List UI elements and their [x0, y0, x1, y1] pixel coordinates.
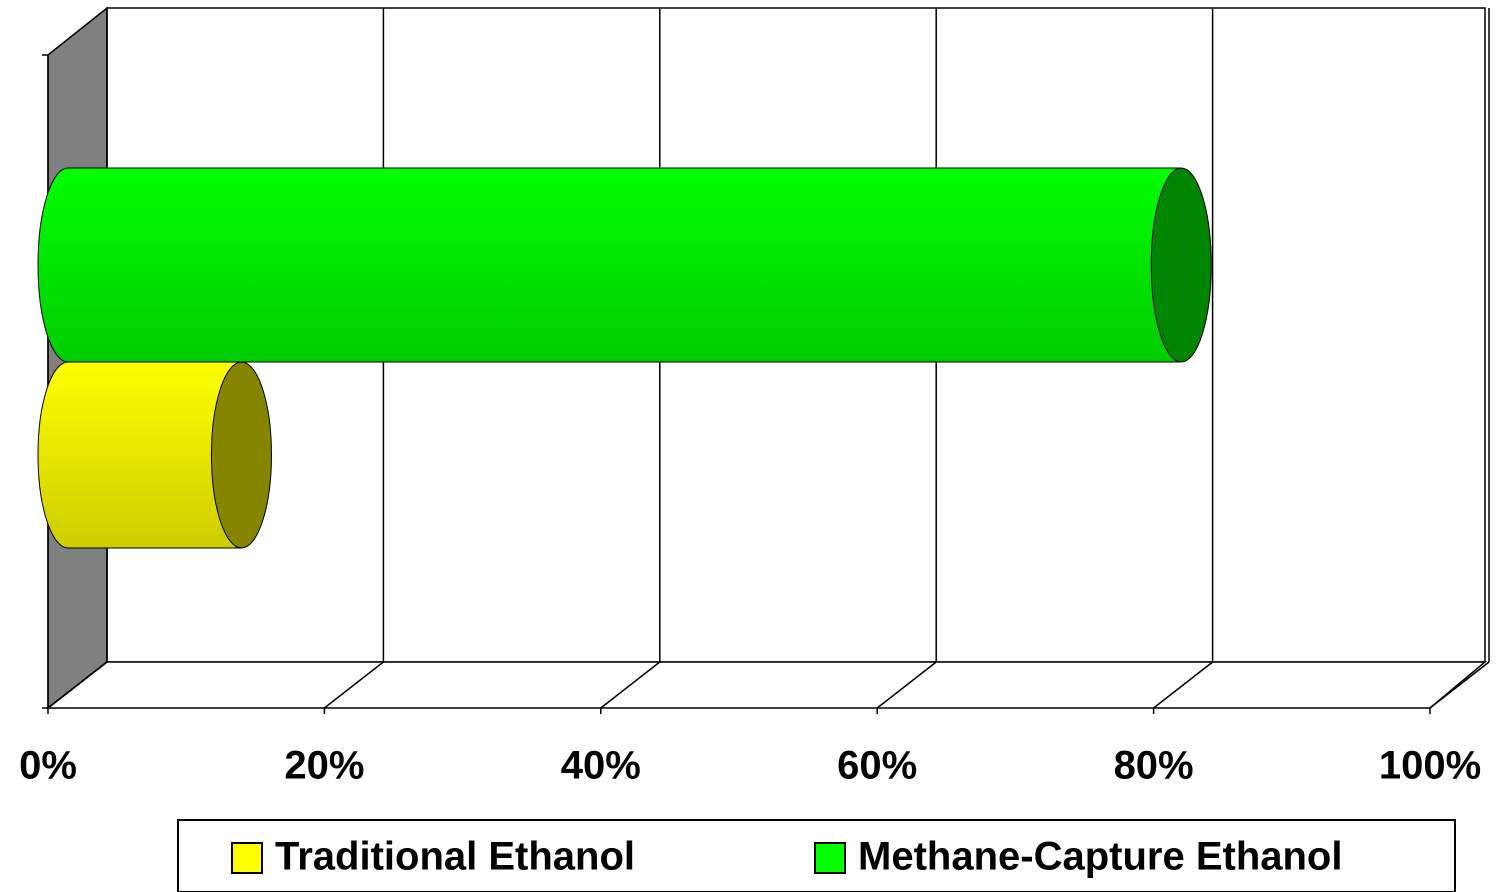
x-tick-label: 0% — [19, 744, 77, 788]
bar-cap — [210, 361, 272, 549]
ticks: 0% 20% 40% 60% 80% 100% — [19, 708, 1481, 788]
legend-label: Methane-Capture Ethanol — [858, 835, 1342, 879]
legend-label: Traditional Ethanol — [275, 835, 635, 879]
x-tick-label: 60% — [837, 744, 917, 788]
legend-swatch — [814, 842, 846, 874]
bar-shade — [38, 168, 1182, 362]
floor-line — [47, 661, 108, 709]
bar-cap — [1150, 167, 1212, 363]
bar-shade — [38, 362, 242, 548]
legend-swatch — [231, 842, 263, 874]
x-tick-label: 40% — [561, 744, 641, 788]
floor-line — [1153, 661, 1214, 709]
floor — [45, 661, 1488, 709]
x-tick-label: 100% — [1379, 744, 1481, 788]
floor-line — [600, 661, 661, 709]
bars — [37, 167, 1212, 549]
x-tick-label: 80% — [1114, 744, 1194, 788]
legend-items: Traditional Ethanol Methane-Capture Ethan… — [231, 835, 1342, 879]
floor-line — [323, 661, 384, 709]
x-tick-label: 20% — [284, 744, 364, 788]
bar-cap-shade — [1151, 168, 1212, 362]
bar-cap-shade — [211, 362, 272, 548]
floor-line — [1429, 661, 1490, 709]
floor-line — [876, 661, 937, 709]
